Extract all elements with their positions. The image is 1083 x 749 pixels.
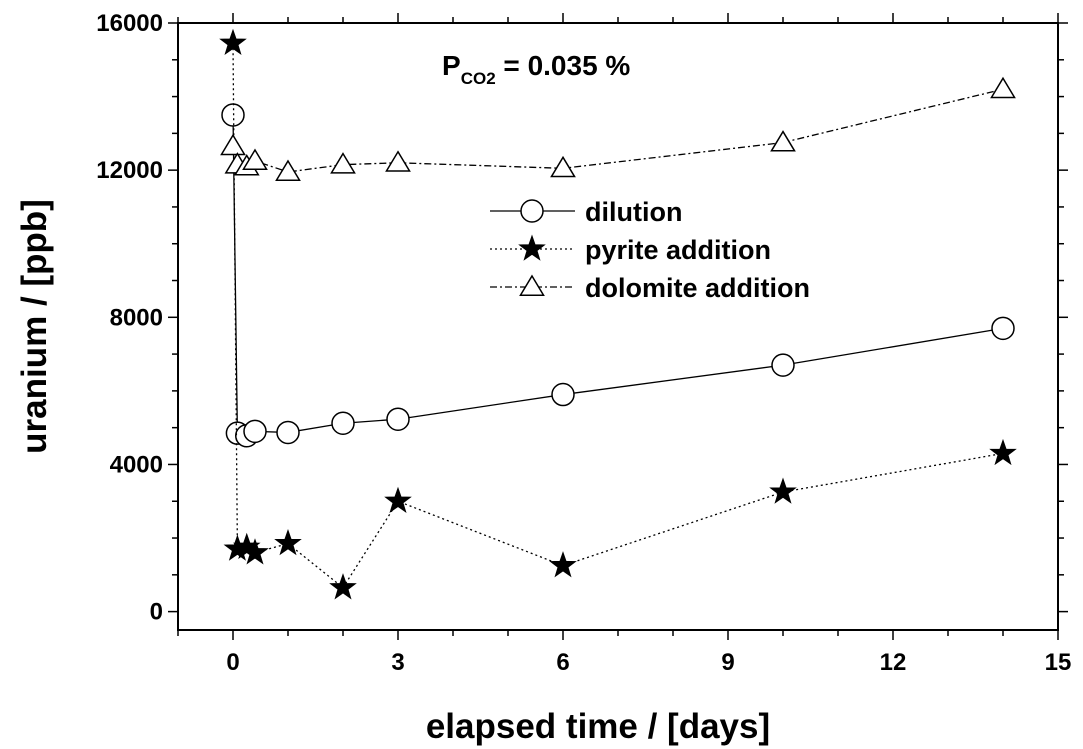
- data-point: [241, 538, 269, 565]
- data-point: [989, 438, 1017, 466]
- x-axis-title: elapsed time / [days]: [426, 707, 770, 746]
- series-line: [232, 88, 1004, 173]
- legend-label: dolomite addition: [585, 273, 810, 303]
- series-line: [232, 43, 1004, 589]
- legend-marker: [518, 234, 546, 261]
- x-tick-label: 0: [226, 649, 239, 676]
- data-point: [331, 411, 355, 436]
- legend-item: pyrite addition: [490, 234, 771, 265]
- data-point: [770, 130, 796, 152]
- data-point: [550, 155, 576, 178]
- y-tick-label: 0: [150, 599, 163, 626]
- x-tick-label: 9: [721, 649, 734, 676]
- data-point: [385, 150, 411, 172]
- y-tick-label: 16000: [96, 10, 163, 37]
- data-point: [276, 420, 300, 445]
- legend-marker: [520, 199, 544, 223]
- data-point: [219, 28, 247, 55]
- data-point: [242, 148, 268, 170]
- data-point: [991, 316, 1015, 341]
- data-point: [329, 573, 357, 600]
- data-point: [386, 407, 410, 431]
- annotation: PCO2 = 0.035 %: [442, 50, 630, 88]
- legend: dilution pyrite addition dolomite addition: [490, 197, 810, 303]
- y-tick-label: 4000: [110, 451, 163, 478]
- legend-item: dilution: [490, 197, 682, 227]
- data-point: [275, 159, 301, 181]
- y-axis-title: uranium / [ppb]: [15, 199, 54, 454]
- series-layer: [219, 28, 1017, 600]
- data-point: [384, 486, 412, 513]
- series-star: [219, 28, 1017, 600]
- data-point: [990, 76, 1016, 99]
- x-tick-label: 15: [1045, 649, 1072, 676]
- y-tick-label: 12000: [96, 157, 163, 184]
- data-point: [771, 353, 795, 377]
- series-triangle: [220, 76, 1016, 181]
- legend-label: dilution: [585, 197, 682, 227]
- data-point: [274, 529, 302, 556]
- data-point: [243, 419, 267, 444]
- legend-label: pyrite addition: [585, 235, 771, 265]
- data-point: [549, 551, 577, 578]
- y-tick-label: 8000: [110, 304, 163, 331]
- data-point: [769, 477, 797, 504]
- x-tick-label: 3: [391, 649, 404, 676]
- legend-item: dolomite addition: [490, 273, 810, 303]
- legend-marker: [519, 274, 545, 296]
- pco2-annotation: PCO2 = 0.035 %: [442, 50, 630, 88]
- axes: 0 3 6 9 12 15 0 4000 8000 12000 16000 elapsed time …: [15, 10, 1071, 746]
- series-circle: [221, 103, 1015, 448]
- plot-frame: [177, 22, 1059, 631]
- data-point: [220, 133, 246, 156]
- x-tick-label: 12: [880, 649, 907, 676]
- x-tick-label: 6: [556, 649, 569, 676]
- data-point: [551, 382, 575, 407]
- data-point: [330, 152, 356, 174]
